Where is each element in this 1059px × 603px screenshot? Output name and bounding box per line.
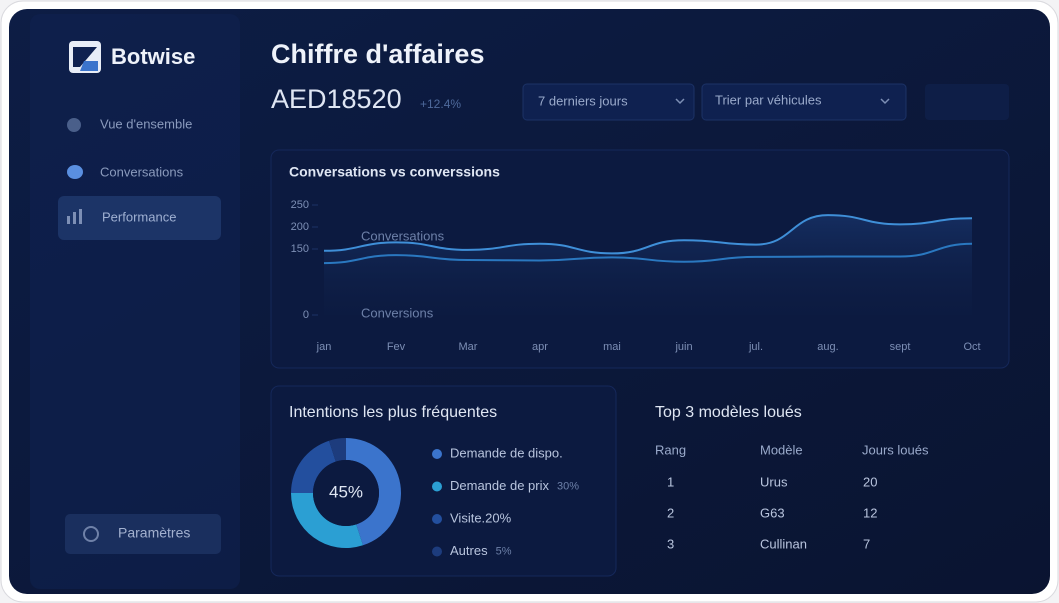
donut-segment <box>291 493 363 548</box>
legend-label: Demande de prix <box>450 478 549 493</box>
x-tick-label: jan <box>316 341 332 353</box>
nav-item-active[interactable]: Performance <box>58 196 221 240</box>
table-cell: G63 <box>760 505 785 520</box>
legend-label: Autres <box>450 543 488 558</box>
x-tick-label: sept <box>890 341 911 353</box>
filter-dropdown[interactable]: 7 derniers jours <box>522 83 695 121</box>
x-tick-label: juin <box>674 341 692 353</box>
table-header: Jours loués <box>862 442 929 457</box>
legend-dot <box>432 546 442 557</box>
filter-label: 7 derniers jours <box>538 93 628 108</box>
donut-hole <box>313 460 379 526</box>
revenue-amount: AED18520 <box>271 84 402 114</box>
settings-label: Paramètres <box>118 525 190 541</box>
legend-dot <box>432 449 442 459</box>
filter-dropdown[interactable]: Trier par véhicules <box>701 83 907 121</box>
page-title: Chiffre d'affaires <box>271 39 484 69</box>
legend-label: Visite.20% <box>450 510 512 525</box>
settings-button[interactable]: Paramètres <box>65 514 221 554</box>
filter-label: Trier par véhicules <box>715 92 822 107</box>
empty-control <box>925 84 1009 120</box>
donut-segment <box>346 438 402 546</box>
y-tick-label: 0 <box>303 309 309 321</box>
x-tick-label: apr <box>532 341 548 353</box>
table-cell: 12 <box>863 505 877 520</box>
table-cell: 2 <box>667 505 674 520</box>
y-tick-label: 200 <box>291 221 309 233</box>
revenue-change: +12.4% <box>420 97 461 111</box>
table-header: Rang <box>655 442 686 457</box>
legend-value: 5% <box>496 545 512 557</box>
legend-dot <box>432 514 442 524</box>
nav-item[interactable]: Conversations <box>67 164 184 179</box>
x-tick-label: Fev <box>387 341 406 353</box>
legend-label: Demande de dispo. <box>450 445 563 460</box>
logo-icon <box>69 41 101 73</box>
series-line <box>323 214 973 255</box>
chart-title: Conversations vs converssions <box>289 164 500 180</box>
table: Top 3 modèles loués <box>655 404 802 421</box>
series-label: Conversations <box>361 228 445 243</box>
x-tick-label: mai <box>603 341 621 353</box>
legend-value: 30% <box>557 480 579 492</box>
chart-title: Intentions les plus fréquentes <box>289 404 497 421</box>
table-cell: 3 <box>667 536 674 551</box>
table-title: Top 3 modèles loués <box>655 404 802 421</box>
series-label: Conversions <box>361 305 434 320</box>
table-header: Modèle <box>760 442 803 457</box>
sidebar <box>30 14 240 589</box>
table-cell: 20 <box>863 474 877 489</box>
y-tick-label: 150 <box>291 243 309 255</box>
area-fill <box>324 215 972 315</box>
table-cell: 1 <box>667 474 674 489</box>
x-tick-label: Oct <box>963 341 980 353</box>
donut-segment <box>291 440 336 493</box>
x-tick-label: aug. <box>817 341 838 353</box>
nav-label: Vue d'ensemble <box>100 116 192 131</box>
series-line <box>323 242 973 265</box>
donut-segment <box>329 438 346 462</box>
table-cell: Urus <box>760 474 788 489</box>
nav-label: Conversations <box>100 164 184 179</box>
logo-text: Botwise <box>111 44 195 69</box>
x-tick-label: jul. <box>748 341 763 353</box>
donut-center-label: 45% <box>329 482 363 501</box>
nav-item[interactable]: Vue d'ensemble <box>67 116 192 132</box>
y-tick-label: 250 <box>291 199 309 211</box>
x-tick-label: Mar <box>459 341 478 353</box>
legend-dot <box>432 481 442 492</box>
table-cell: Cullinan <box>760 536 807 551</box>
table-cell: 7 <box>863 536 870 551</box>
nav-label: Performance <box>102 209 176 224</box>
